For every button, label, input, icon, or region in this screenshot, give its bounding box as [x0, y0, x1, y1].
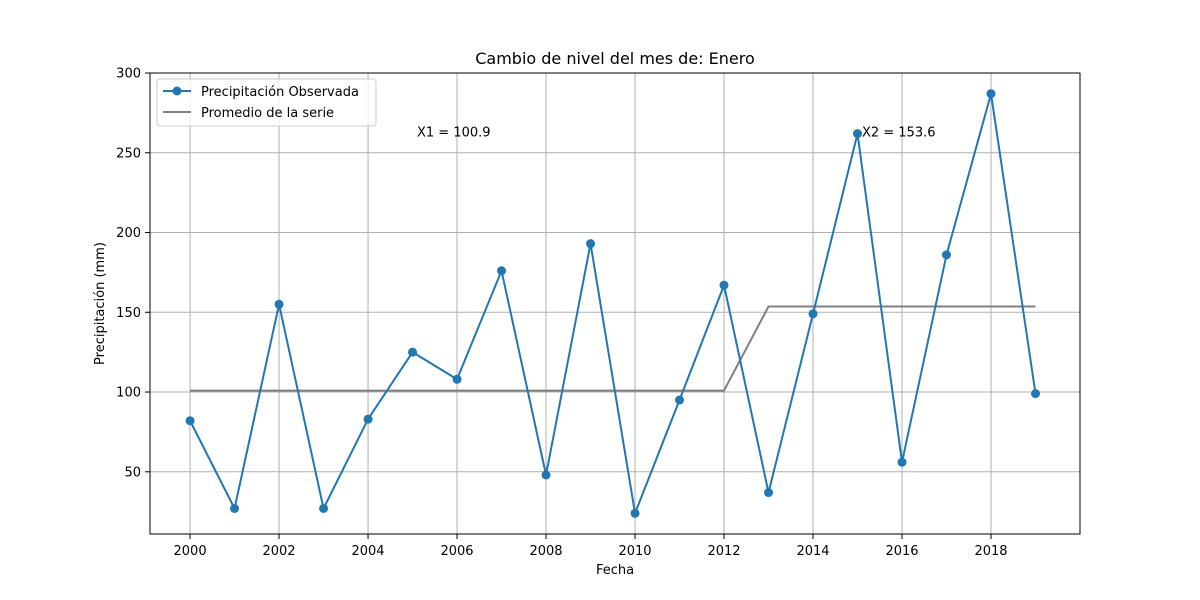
x-tick-label: 2010: [618, 544, 651, 559]
x-tick-label: 2014: [796, 544, 829, 559]
data-point: [764, 488, 774, 498]
data-point: [586, 239, 596, 249]
x-tick-label: 2002: [262, 544, 295, 559]
legend-marker-observed: [172, 86, 182, 96]
y-axis-ticks: 50 100 150 200 250 300: [116, 67, 150, 480]
legend-label-observed: Precipitación Observada: [201, 85, 359, 100]
mean-annotation: X2 = 153.6: [862, 125, 936, 140]
y-tick-label: 50: [124, 465, 141, 480]
y-tick-label: 200: [116, 226, 141, 241]
y-axis-label: Precipitación (mm): [93, 242, 108, 365]
data-point: [185, 416, 195, 426]
x-tick-label: 2000: [174, 544, 207, 559]
series-layer: [185, 89, 1041, 518]
y-tick-label: 300: [116, 67, 141, 82]
series-line-mean: [190, 305, 1036, 392]
data-point: [630, 508, 640, 518]
plot-frame: [149, 72, 1081, 535]
data-point: [719, 280, 729, 290]
data-point: [452, 374, 462, 384]
data-point: [319, 503, 329, 513]
x-tick-label: 2004: [351, 544, 384, 559]
x-tick-label: 2012: [707, 544, 740, 559]
series-line-observed: [189, 93, 1037, 518]
data-point: [897, 457, 907, 467]
data-point: [675, 395, 685, 405]
data-point: [541, 470, 551, 480]
data-point: [408, 347, 418, 357]
annotations: X1 = 100.9 X2 = 153.6: [417, 125, 936, 140]
x-axis-label: Fecha: [596, 563, 634, 578]
data-point: [230, 503, 240, 513]
legend-box: [156, 78, 377, 127]
data-point: [274, 299, 284, 309]
data-point: [808, 309, 818, 319]
legend: Precipitación Observada Promedio de la s…: [156, 78, 377, 127]
legend-label-mean: Promedio de la serie: [201, 106, 334, 121]
data-point: [942, 250, 952, 260]
x-tick-label: 2006: [440, 544, 473, 559]
y-tick-label: 100: [116, 386, 141, 401]
x-tick-label: 2018: [974, 544, 1007, 559]
chart-title: Cambio de nivel del mes de: Enero: [475, 49, 755, 68]
data-point: [1031, 389, 1041, 399]
data-point: [363, 414, 373, 424]
x-tick-label: 2008: [529, 544, 562, 559]
mean-annotation: X1 = 100.9: [417, 125, 491, 140]
y-tick-label: 250: [116, 146, 141, 161]
data-point: [853, 129, 863, 139]
data-point: [497, 266, 507, 276]
x-tick-label: 2016: [885, 544, 918, 559]
y-tick-label: 150: [116, 306, 141, 321]
x-axis-ticks: 2000 2002 2004 2006 2008 2010 2012 2014 2016 2018: [174, 534, 1008, 559]
data-point: [986, 89, 996, 99]
